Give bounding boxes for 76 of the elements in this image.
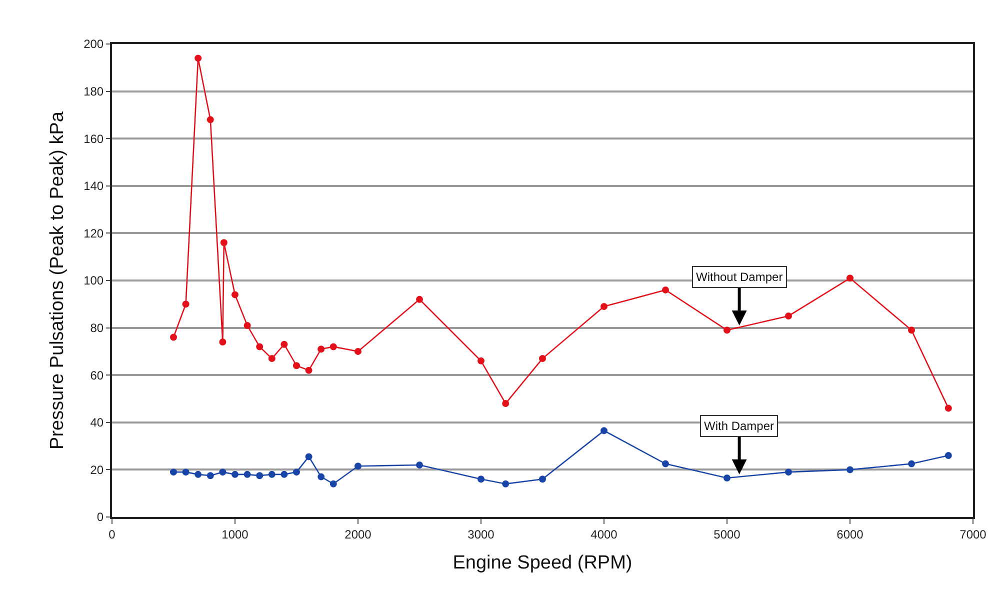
point bbox=[502, 400, 510, 407]
point bbox=[944, 452, 952, 460]
point bbox=[232, 291, 238, 298]
point bbox=[354, 462, 362, 470]
point bbox=[318, 473, 325, 480]
annotation: Without Damper bbox=[696, 270, 783, 284]
point bbox=[539, 476, 546, 483]
point bbox=[330, 343, 337, 350]
point bbox=[416, 296, 423, 303]
point bbox=[256, 343, 264, 350]
point bbox=[219, 338, 226, 346]
point bbox=[256, 472, 264, 480]
y-tick-label: 180 bbox=[84, 84, 104, 98]
x-tick-label: 7000 bbox=[960, 527, 987, 542]
point bbox=[219, 468, 226, 476]
y-tick-label: 200 bbox=[84, 37, 104, 52]
annotation: With Damper bbox=[704, 419, 774, 433]
point bbox=[220, 239, 228, 246]
x-tick-label: 2000 bbox=[344, 527, 372, 542]
y-axis-title: Pressure Pulsations (Peak to Peak) kPa bbox=[46, 111, 68, 450]
point bbox=[724, 326, 730, 334]
point bbox=[846, 274, 854, 282]
point bbox=[194, 54, 202, 62]
point bbox=[244, 470, 251, 478]
point bbox=[600, 303, 608, 310]
point bbox=[724, 474, 730, 482]
point bbox=[785, 468, 792, 476]
point bbox=[600, 427, 608, 434]
point bbox=[330, 480, 337, 488]
y-tick-label: 120 bbox=[84, 226, 104, 240]
point bbox=[268, 355, 276, 362]
y-tick-label: 60 bbox=[90, 368, 104, 382]
y-tick-label: 160 bbox=[84, 132, 104, 146]
point bbox=[662, 460, 669, 468]
x-tick-label: 3000 bbox=[468, 527, 495, 542]
x-tick-label: 0 bbox=[108, 527, 116, 542]
y-tick-label: 80 bbox=[90, 321, 104, 335]
point bbox=[662, 286, 669, 294]
x-tick-label: 1000 bbox=[222, 527, 249, 542]
point bbox=[170, 334, 177, 341]
point bbox=[244, 322, 251, 329]
point bbox=[305, 453, 312, 460]
y-tick-label: 0 bbox=[96, 510, 104, 524]
point bbox=[305, 366, 312, 374]
point bbox=[354, 348, 362, 355]
x-tick-label: 5000 bbox=[714, 527, 741, 542]
point bbox=[908, 326, 915, 334]
point bbox=[293, 468, 300, 476]
point bbox=[293, 362, 300, 370]
point bbox=[416, 461, 423, 468]
point bbox=[478, 357, 484, 364]
point bbox=[478, 476, 484, 483]
x-axis-title: Engine Speed (RPM) bbox=[452, 552, 632, 574]
point bbox=[232, 470, 238, 478]
point bbox=[280, 470, 288, 478]
point bbox=[785, 312, 792, 320]
y-tick-label: 40 bbox=[90, 416, 104, 430]
point bbox=[944, 404, 952, 412]
point bbox=[268, 470, 276, 478]
x-tick-label: 4000 bbox=[590, 527, 618, 542]
point bbox=[206, 116, 214, 124]
x-tick-label: 6000 bbox=[836, 527, 864, 542]
point bbox=[182, 468, 190, 476]
point bbox=[170, 468, 177, 476]
point bbox=[318, 346, 325, 353]
y-tick-label: 140 bbox=[84, 179, 104, 194]
point bbox=[206, 472, 214, 480]
point bbox=[182, 300, 190, 308]
point bbox=[194, 470, 202, 478]
point bbox=[539, 355, 546, 362]
point bbox=[846, 466, 854, 474]
y-tick-label: 20 bbox=[90, 462, 104, 477]
y-tick-label: 100 bbox=[84, 274, 104, 288]
point bbox=[280, 340, 288, 348]
point bbox=[502, 480, 510, 488]
point bbox=[908, 460, 915, 468]
